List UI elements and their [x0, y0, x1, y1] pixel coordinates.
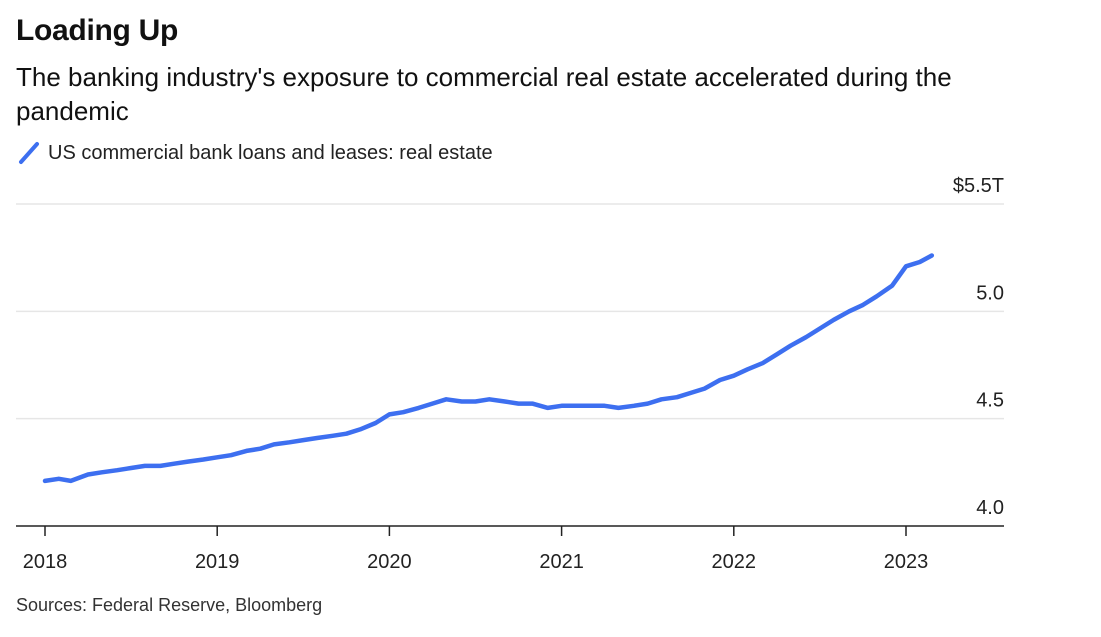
x-tick-label: 2020: [367, 551, 412, 573]
x-tick-label: 2021: [539, 551, 584, 573]
y-tick-label: $5.5T: [953, 175, 1004, 197]
y-tick-label: 5.0: [976, 282, 1004, 304]
y-axis-labels: $5.5T 5.0 4.5 4.0: [953, 175, 1004, 519]
legend-series-label: US commercial bank loans and leases: rea…: [48, 141, 493, 164]
gridlines: [16, 203, 1004, 420]
chart-title: Loading Up: [16, 14, 178, 47]
source-note: Sources: Federal Reserve, Bloomberg: [16, 595, 323, 615]
series-layer: [42, 253, 935, 484]
x-tick-label: 2022: [712, 551, 757, 573]
x-tick-label: 2018: [23, 551, 68, 573]
chart-subtitle: The banking industry's exposure to comme…: [16, 62, 952, 126]
x-axis: [16, 525, 1004, 536]
y-tick-label: 4.0: [976, 497, 1004, 519]
legend: US commercial bank loans and leases: rea…: [18, 141, 493, 165]
x-axis-labels: 2018 2019 2020 2021 2022 2023: [23, 551, 929, 573]
x-tick-label: 2019: [195, 551, 240, 573]
legend-line-swatch: [19, 142, 39, 164]
series-line-real-estate-loans: [42, 253, 935, 484]
x-tick-label: 2023: [884, 551, 929, 573]
y-tick-label: 4.5: [976, 390, 1004, 412]
